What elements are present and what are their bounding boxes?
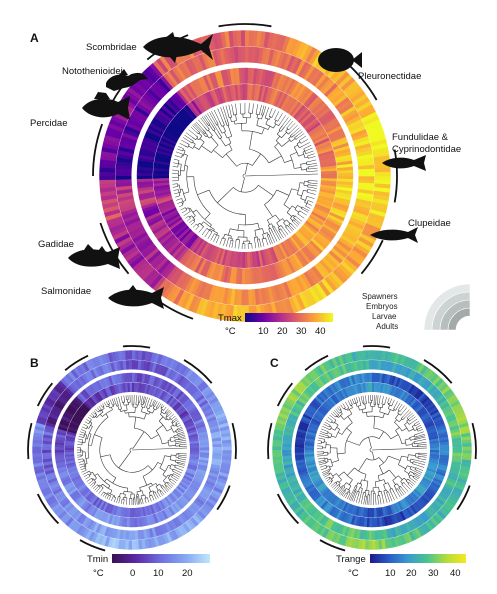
stage-label-embryos: Embryos: [366, 302, 398, 311]
colorbar-tick: 30: [428, 568, 439, 579]
salmon-icon: [108, 285, 164, 309]
label-cyprinodontidae: Cyprinodontidae: [392, 144, 461, 155]
herring-icon: [370, 227, 418, 243]
phylogenetic-tree-b: [76, 394, 188, 506]
family-arcs-c: [267, 345, 477, 552]
icefish-icon: [106, 69, 148, 91]
panel-letter-a: A: [30, 31, 39, 45]
panel-c: C Trange °C 10 20 30 40: [267, 345, 477, 579]
colorbar-tick: 20: [277, 326, 288, 337]
family-arcs-b: [27, 345, 237, 552]
label-gadidae: Gadidae: [38, 239, 74, 250]
panel-letter-b: B: [30, 356, 39, 370]
cod-icon: [68, 244, 120, 269]
colorbar-unit-a: °C: [225, 326, 236, 337]
killifish-icon: [382, 155, 426, 171]
colorbar-tick: 40: [315, 326, 326, 337]
circular-heatmap-tmax: [99, 30, 391, 322]
colorbar-tick: 20: [182, 568, 193, 579]
colorbar-title-trange: Trange: [336, 554, 366, 565]
colorbar-tick: 40: [450, 568, 461, 579]
colorbar-title-tmax: Tmax: [218, 313, 242, 324]
label-percidae: Percidae: [30, 118, 68, 129]
colorbar-title-tmin: Tmin: [87, 554, 108, 565]
label-pleuronectidae: Pleuronectidae: [358, 71, 421, 82]
panel-letter-c: C: [270, 356, 279, 370]
colorbar-gradient-tmax: [245, 313, 333, 322]
panel-b: B Tmin °C 0 10 20: [27, 345, 237, 579]
flatfish-icon: [318, 48, 362, 72]
panel-a: A Scombridae Pleuronectidae Notothenioid…: [30, 23, 471, 337]
colorbar-tick: 10: [258, 326, 269, 337]
phylogenetic-tree-a: [171, 102, 319, 250]
colorbar-tick: 30: [296, 326, 307, 337]
phylogenetic-tree-c: [316, 394, 428, 506]
colorbar-gradient-tmin: [112, 554, 210, 563]
stage-label-spawners: Spawners: [362, 292, 398, 301]
colorbar-unit-c: °C: [348, 568, 359, 579]
label-salmonidae: Salmonidae: [41, 286, 91, 297]
colorbar-tick: 10: [385, 568, 396, 579]
label-fundulidae: Fundulidae &: [392, 132, 449, 143]
colorbar-tick: 10: [153, 568, 164, 579]
perch-icon: [82, 92, 130, 120]
label-notothenioidei: Notothenioidei: [62, 66, 123, 77]
colorbar-gradient-trange: [370, 554, 466, 563]
stage-label-larvae: Larvae: [372, 312, 397, 321]
life-stage-legend: Spawners Embryos Larvae Adults: [362, 283, 471, 331]
colorbar-tick: 0: [130, 568, 135, 579]
stage-label-adults: Adults: [376, 322, 398, 331]
tuna-icon: [143, 32, 213, 63]
label-clupeidae: Clupeidae: [408, 218, 451, 229]
colorbar-tmax: Tmax °C 10 20 30 40: [218, 313, 333, 337]
label-scombridae: Scombridae: [86, 42, 137, 53]
circular-heatmap-trange: [272, 350, 472, 550]
colorbar-trange: Trange °C 10 20 30 40: [336, 554, 466, 579]
colorbar-tick: 20: [406, 568, 417, 579]
colorbar-tmin: Tmin °C 0 10 20: [87, 554, 210, 579]
colorbar-unit-b: °C: [93, 568, 104, 579]
circular-heatmap-tmin: [32, 350, 232, 550]
